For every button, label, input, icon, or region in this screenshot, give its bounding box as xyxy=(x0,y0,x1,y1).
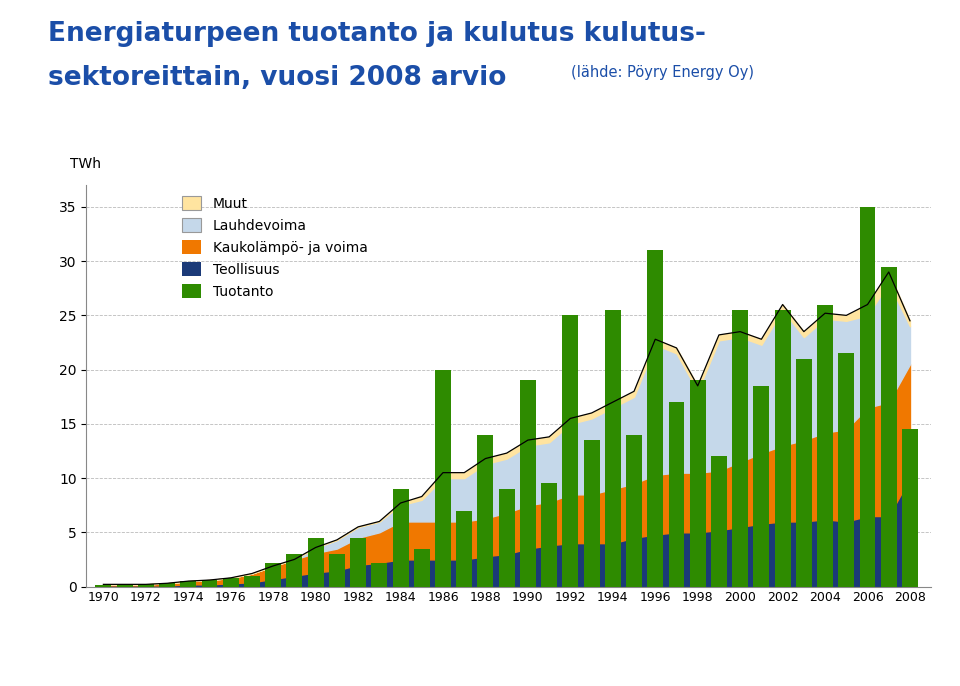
Bar xyxy=(477,435,493,587)
Bar xyxy=(286,554,302,587)
Bar xyxy=(626,435,642,587)
Bar xyxy=(796,359,812,587)
Bar xyxy=(732,310,748,587)
Bar xyxy=(647,250,663,587)
Text: Energiaturpeen tuotanto ja kulutus kulutus-: Energiaturpeen tuotanto ja kulutus kulut… xyxy=(48,21,706,47)
Bar xyxy=(754,386,769,587)
Text: (lähde: Pöyry Energy Oy): (lähde: Pöyry Energy Oy) xyxy=(571,65,755,80)
Bar xyxy=(308,538,324,587)
Bar xyxy=(689,381,706,587)
Bar xyxy=(117,585,132,587)
Bar xyxy=(605,310,621,587)
Bar xyxy=(838,353,854,587)
Bar xyxy=(393,489,409,587)
Text: TYÖ- JA ELINKEINOMINISTERIÖ
ARBETS- OCH NÄRINGSMINISTERIET
MINISTRY OF EMPLOYMEN: TYÖ- JA ELINKEINOMINISTERIÖ ARBETS- OCH … xyxy=(380,617,580,648)
Bar xyxy=(859,207,876,587)
Bar xyxy=(244,576,260,587)
Bar xyxy=(668,402,684,587)
Bar xyxy=(880,267,897,587)
Legend: Muut, Lauhdevoima, Kaukolämpö- ja voima, Teollisuus, Tuotanto: Muut, Lauhdevoima, Kaukolämpö- ja voima,… xyxy=(178,192,372,303)
Bar xyxy=(584,440,600,587)
Text: sektoreittain, vuosi 2008 arvio: sektoreittain, vuosi 2008 arvio xyxy=(48,65,506,91)
Bar xyxy=(520,381,536,587)
Bar xyxy=(329,554,345,587)
Bar xyxy=(711,456,727,587)
Bar xyxy=(202,580,218,587)
Bar xyxy=(159,583,175,587)
Bar xyxy=(775,310,791,587)
Bar xyxy=(95,585,111,587)
Bar xyxy=(456,510,472,587)
Bar xyxy=(372,563,387,587)
Bar xyxy=(223,578,239,587)
Bar xyxy=(435,370,451,587)
Bar xyxy=(817,305,833,587)
Bar xyxy=(563,316,578,587)
Bar xyxy=(414,549,430,587)
Bar xyxy=(138,584,154,587)
Bar xyxy=(498,489,515,587)
Bar xyxy=(902,429,918,587)
Bar xyxy=(350,538,366,587)
Text: TWh: TWh xyxy=(69,157,101,172)
Bar xyxy=(180,581,196,587)
Bar xyxy=(265,563,281,587)
Bar xyxy=(541,484,557,587)
